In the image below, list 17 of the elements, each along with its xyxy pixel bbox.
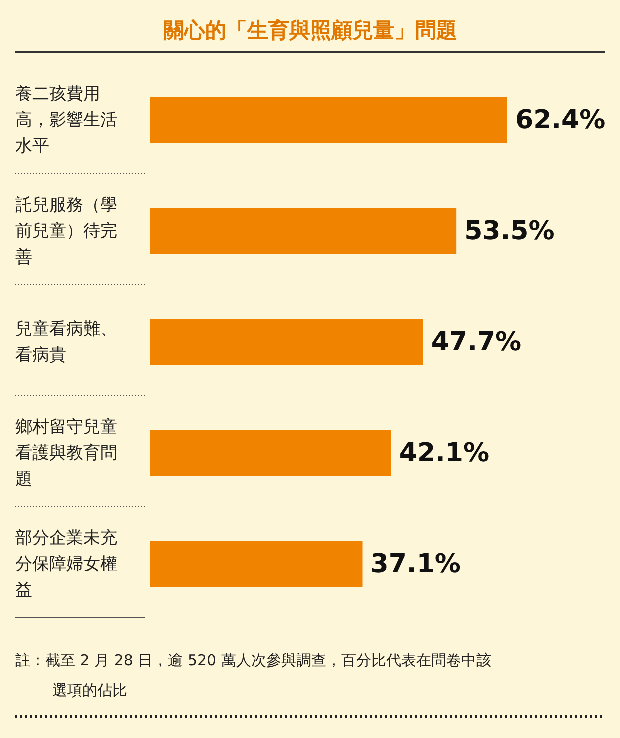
bar [150,430,392,476]
y-tick-label: 養二孩費用高，影響生活水平 [16,84,118,156]
data-label: 53.5% [464,216,555,246]
y-tick-label: 鄉村留守兒童看護與教育問題 [16,418,118,490]
bar [150,542,363,588]
bar [150,208,457,254]
data-label: 62.4% [516,106,606,136]
data-label: 37.1% [370,550,461,580]
text: 註：截至 2 月 28 日，逾 520 萬人次參與調查，百分比代表在問卷中該選項的佔比 [16,652,492,700]
y-tick-label: 託兒服務（學前兒童）待完善 [16,196,118,268]
bar [150,320,424,366]
data-label: 47.7% [431,328,522,358]
data-label: 42.1% [399,438,490,468]
bar [150,98,508,144]
y-tick-label: 兒童看病難、看病貴 [16,320,118,366]
y-tick-label: 部分企業未充分保障婦女權益 [16,528,118,600]
chart-title: 關心的「生育與照顧兒量」問題 [164,18,458,42]
